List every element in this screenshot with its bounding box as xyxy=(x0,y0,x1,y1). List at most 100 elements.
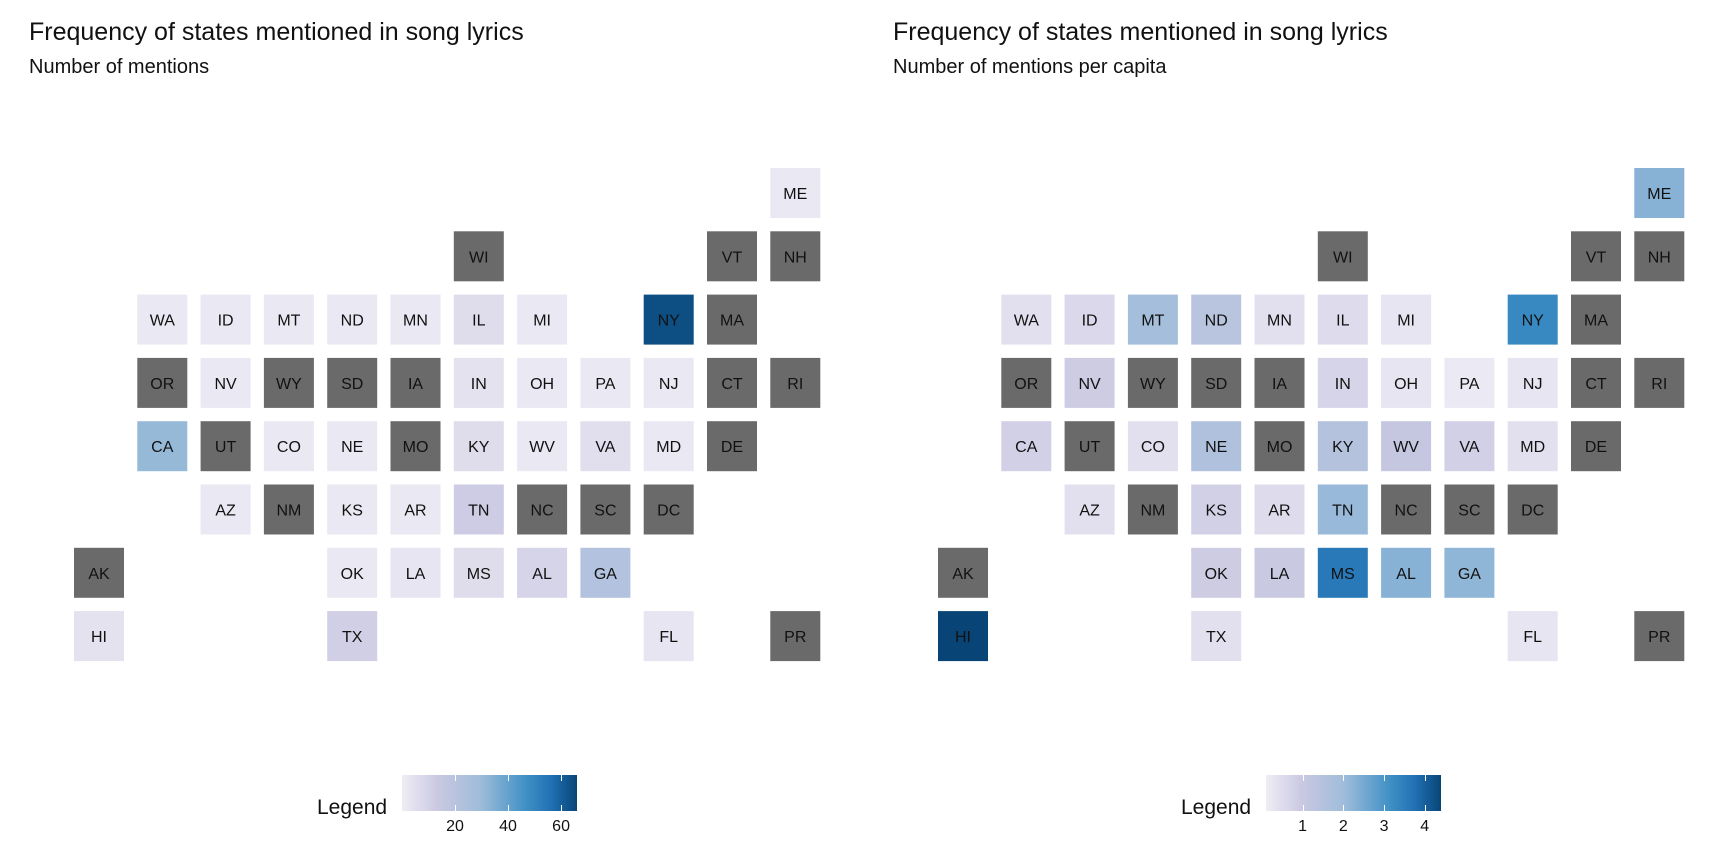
tile-rect xyxy=(1507,357,1558,408)
tile-label: WY xyxy=(1140,376,1166,393)
tile-rect xyxy=(938,611,988,662)
tile-rect xyxy=(1571,357,1621,408)
tile-wv: WV xyxy=(1381,421,1432,472)
tile-pr: PR xyxy=(1634,611,1685,662)
tile-label: UT xyxy=(1079,439,1101,456)
tile-tx: TX xyxy=(327,611,378,662)
tile-mt: MT xyxy=(263,294,314,345)
tile-label: DC xyxy=(1521,503,1544,520)
tile-label: KS xyxy=(1206,503,1227,520)
tile-label: DE xyxy=(1585,439,1607,456)
tile-rect xyxy=(453,294,504,345)
tile-rect xyxy=(1127,421,1178,472)
tile-mo: MO xyxy=(390,421,441,472)
legend-tick xyxy=(1343,805,1345,811)
tile-md: MD xyxy=(1507,421,1558,472)
tile-label: DE xyxy=(721,439,743,456)
tile-pa: PA xyxy=(580,357,631,408)
tile-nj: NJ xyxy=(1507,357,1558,408)
tile-ar: AR xyxy=(390,484,441,535)
tile-ia: IA xyxy=(1254,357,1305,408)
tile-dc: DC xyxy=(643,484,694,535)
tile-az: AZ xyxy=(200,484,251,535)
legend-tick-label: 1 xyxy=(1298,818,1308,835)
tile-rect xyxy=(1317,421,1368,472)
tile-vt: VT xyxy=(707,231,757,282)
tile-rect xyxy=(1507,484,1558,535)
tile-de: DE xyxy=(707,421,757,472)
tile-rect xyxy=(643,421,694,472)
tile-label: SC xyxy=(594,503,616,520)
tile-label: MN xyxy=(403,313,428,330)
tile-rect xyxy=(1191,294,1242,345)
tile-rect xyxy=(580,357,631,408)
tile-rect xyxy=(137,421,188,472)
tile-map: ME WI VT NH WA ID MT ND MN IL MI NY MA OR NV WY SD IA IN OH… xyxy=(938,168,1685,662)
tile-co: CO xyxy=(1127,421,1178,472)
legend-tick-label: 60 xyxy=(552,818,570,835)
tile-al: AL xyxy=(1381,547,1432,598)
tile-label: NV xyxy=(214,376,237,393)
tile-mi: MI xyxy=(1381,294,1432,345)
tile-label: LA xyxy=(1270,566,1290,583)
tile-label: ID xyxy=(218,313,234,330)
tile-me: ME xyxy=(1634,168,1685,218)
chart-title: Frequency of states mentioned in song ly… xyxy=(29,18,524,46)
tile-nv: NV xyxy=(1064,357,1115,408)
legend-tick xyxy=(1302,775,1304,781)
tile-rect xyxy=(707,294,757,345)
tile-label: AL xyxy=(1396,566,1416,583)
legend-tick-label: 2 xyxy=(1338,818,1348,835)
tile-label: MO xyxy=(1267,439,1293,456)
tile-label: MI xyxy=(533,313,551,330)
tile-nh: NH xyxy=(1634,231,1685,282)
tile-label: OK xyxy=(1205,566,1228,583)
tile-ks: KS xyxy=(327,484,378,535)
tile-label: NH xyxy=(784,249,807,266)
tile-rect xyxy=(137,357,188,408)
tile-rect xyxy=(390,357,441,408)
tile-label: VT xyxy=(722,249,743,266)
tile-rect xyxy=(643,611,694,662)
tile-rect xyxy=(390,547,441,598)
tile-label: RI xyxy=(1651,376,1667,393)
tile-label: MA xyxy=(1584,313,1608,330)
tile-wi: WI xyxy=(453,231,504,282)
tile-rect xyxy=(1254,294,1305,345)
tile-rect xyxy=(263,484,314,535)
tile-label: VT xyxy=(1586,249,1607,266)
legend-tick xyxy=(508,775,510,781)
tile-ks: KS xyxy=(1191,484,1242,535)
tile-rect xyxy=(938,547,988,598)
tile-id: ID xyxy=(200,294,251,345)
legend-tick xyxy=(1424,775,1426,781)
legend-tick-label: 20 xyxy=(446,818,464,835)
tile-label: GA xyxy=(594,566,617,583)
tile-rect xyxy=(1444,357,1495,408)
tile-md: MD xyxy=(643,421,694,472)
tile-label: MS xyxy=(467,566,491,583)
tile-rect xyxy=(643,294,694,345)
tile-rect xyxy=(1634,168,1685,218)
tile-rect xyxy=(1381,294,1432,345)
tile-rect xyxy=(200,357,251,408)
tile-nd: ND xyxy=(327,294,378,345)
tile-rect xyxy=(1127,357,1178,408)
tile-rect xyxy=(1254,357,1305,408)
tile-label: TX xyxy=(1206,629,1227,646)
tile-rect xyxy=(1444,421,1495,472)
tile-co: CO xyxy=(263,421,314,472)
tile-nj: NJ xyxy=(643,357,694,408)
tile-label: MA xyxy=(720,313,744,330)
tile-label: NH xyxy=(1648,249,1671,266)
tile-label: ND xyxy=(341,313,364,330)
tile-wy: WY xyxy=(1127,357,1178,408)
tile-label: OR xyxy=(150,376,174,393)
tile-oh: OH xyxy=(1381,357,1432,408)
legend-title: Legend xyxy=(317,796,388,819)
tile-label: KY xyxy=(468,439,490,456)
tile-label: CA xyxy=(1015,439,1038,456)
tile-label: SD xyxy=(1205,376,1227,393)
legend-tick xyxy=(455,805,457,811)
